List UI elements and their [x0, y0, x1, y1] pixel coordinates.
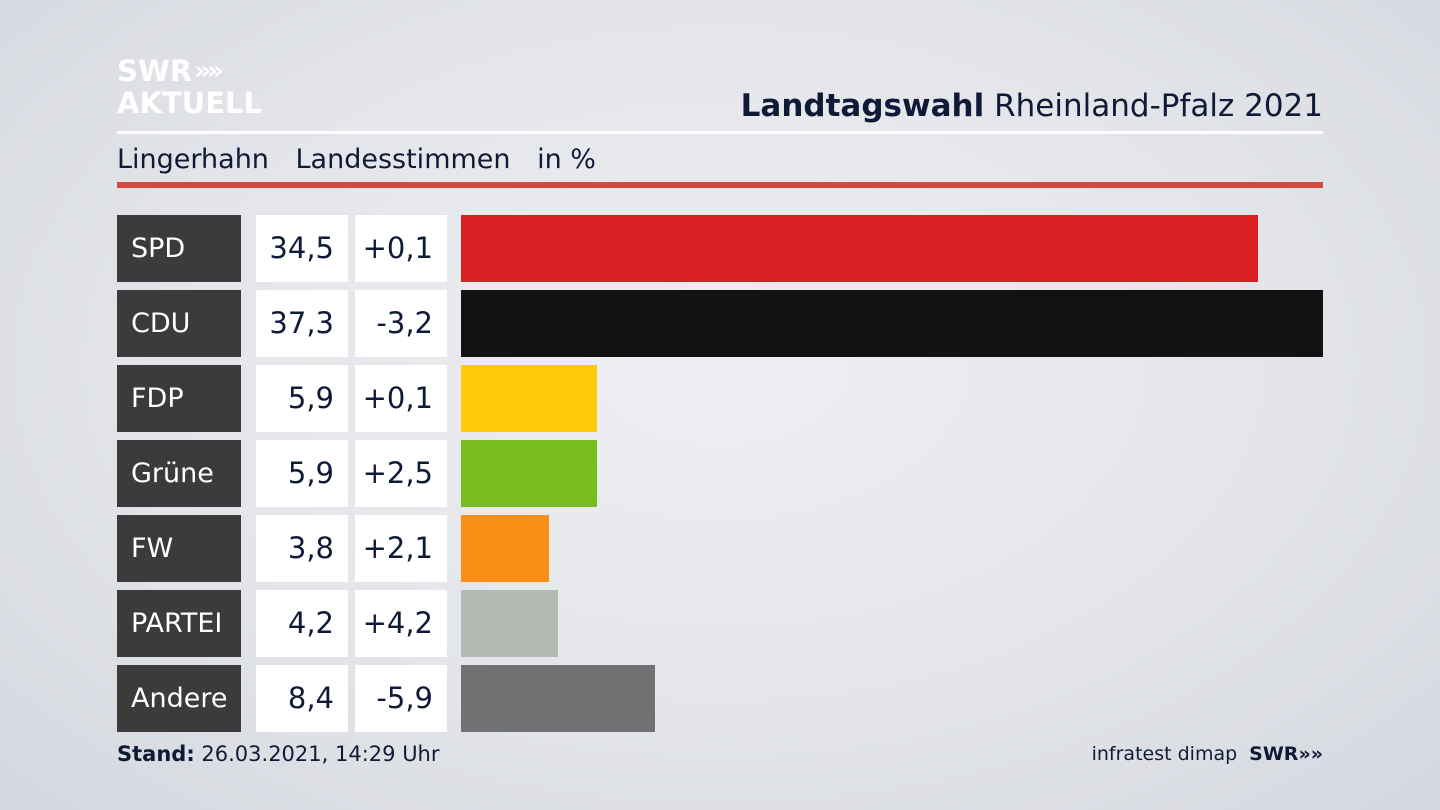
- source-credit: infratest dimap SWR»»: [1092, 740, 1323, 768]
- vote-change-value: +2,5: [355, 440, 447, 507]
- vote-bar: [461, 290, 1323, 357]
- vote-change-value: +2,1: [355, 515, 447, 582]
- header-divider: [117, 131, 1323, 134]
- logo-swr: SWR: [117, 54, 193, 88]
- chart-row: Andere 8,4 -5,9: [117, 665, 1323, 732]
- vote-bar: [461, 515, 549, 582]
- subtitle-place: Lingerhahn: [117, 144, 269, 175]
- vote-share-value: 4,2: [256, 590, 348, 657]
- title-rest: Rheinland-Pfalz 2021: [994, 88, 1323, 124]
- title-bold: Landtagswahl: [740, 88, 985, 124]
- vote-bar: [461, 590, 558, 657]
- party-label: FDP: [117, 365, 241, 432]
- logo-chevron-icon: »: [207, 56, 224, 86]
- vote-share-value: 37,3: [256, 290, 348, 357]
- vote-change-value: -5,9: [355, 665, 447, 732]
- timestamp-value: 26.03.2021, 14:29 Uhr: [201, 742, 440, 766]
- logo-chevron-icon: »: [194, 56, 211, 86]
- vote-bar: [461, 365, 597, 432]
- vote-change-value: +0,1: [355, 365, 447, 432]
- chart-row: FW 3,8 +2,1: [117, 515, 1323, 582]
- subtitle: Lingerhahn Landesstimmen in %: [117, 142, 614, 178]
- subtitle-metric: Landesstimmen: [295, 144, 511, 175]
- timestamp: Stand: 26.03.2021, 14:29 Uhr: [117, 740, 440, 768]
- chart-row: FDP 5,9 +0,1: [117, 365, 1323, 432]
- vote-share-value: 34,5: [256, 215, 348, 282]
- vote-share-value: 5,9: [256, 440, 348, 507]
- timestamp-label: Stand:: [117, 742, 195, 766]
- vote-share-value: 3,8: [256, 515, 348, 582]
- vote-share-value: 5,9: [256, 365, 348, 432]
- swr-aktuell-logo: SWR»» AKTUELL: [117, 55, 262, 119]
- party-label: Grüne: [117, 440, 241, 507]
- vote-change-value: +0,1: [355, 215, 447, 282]
- source-name: infratest dimap: [1091, 743, 1238, 765]
- chart-row: Grüne 5,9 +2,5: [117, 440, 1323, 507]
- party-label: Andere: [117, 665, 241, 732]
- chart-title: Landtagswahl Rheinland-Pfalz 2021: [741, 86, 1323, 126]
- vote-change-value: +4,2: [355, 590, 447, 657]
- party-label: FW: [117, 515, 241, 582]
- accent-divider: [117, 182, 1323, 188]
- party-label: PARTEI: [117, 590, 241, 657]
- vote-change-value: -3,2: [355, 290, 447, 357]
- chart-row: PARTEI 4,2 +4,2: [117, 590, 1323, 657]
- vote-bar: [461, 665, 655, 732]
- party-label: SPD: [117, 215, 241, 282]
- footer-swr-logo: SWR»»: [1249, 743, 1323, 765]
- party-label: CDU: [117, 290, 241, 357]
- vote-bar: [461, 215, 1258, 282]
- logo-aktuell: AKTUELL: [117, 86, 263, 120]
- vote-share-value: 8,4: [256, 665, 348, 732]
- subtitle-unit: in %: [537, 144, 596, 175]
- chart-row: SPD 34,5 +0,1: [117, 215, 1323, 282]
- chart-row: CDU 37,3 -3,2: [117, 290, 1323, 357]
- vote-bar: [461, 440, 597, 507]
